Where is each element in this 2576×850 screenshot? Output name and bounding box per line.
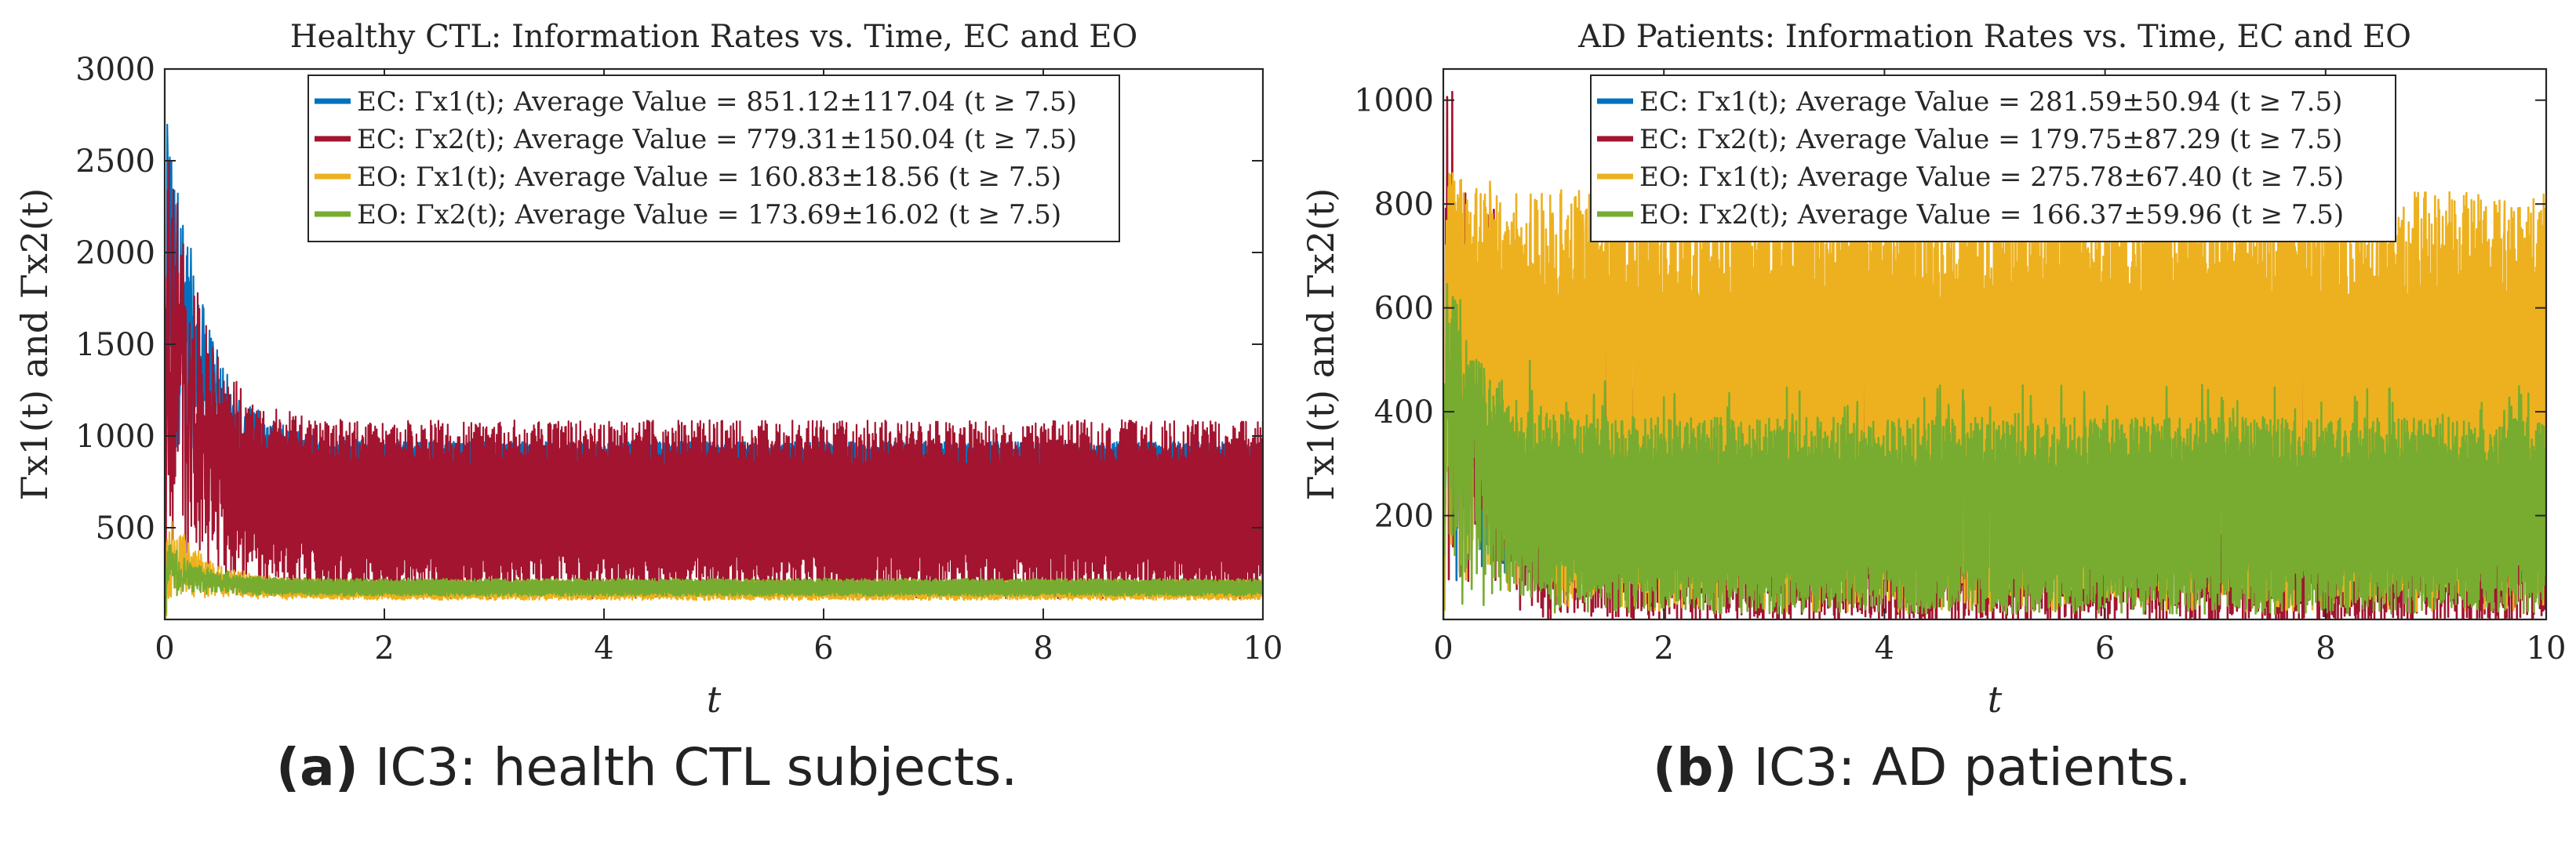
legend-entry-4: EO: Γx2(t); Average Value = 173.69±16.02…	[357, 199, 1061, 231]
legend-entry-3: EO: Γx1(t); Average Value = 275.78±67.40…	[1639, 162, 2344, 193]
caption-b-text: IC3: AD patients.	[1737, 737, 2192, 797]
plot-area	[1443, 90, 2546, 619]
legend-entry-4: EO: Γx2(t); Average Value = 166.37±59.96…	[1639, 199, 2344, 231]
chart-healthy-ctl: Healthy CTL: Information Rates vs. Time,…	[13, 19, 1283, 721]
y-tick-label: 600	[1374, 291, 1434, 327]
y-tick-label: 3000	[75, 52, 155, 88]
y-axis-label: Γx1(t) and Γx2(t)	[13, 188, 56, 501]
x-tick-label: 4	[594, 630, 613, 667]
axes-frame	[1442, 67, 2548, 621]
x-tick-label: 4	[1875, 630, 1894, 667]
caption-b: (b) IC3: AD patients.	[1653, 737, 2192, 797]
chart-ad-patients: AD Patients: Information Rates vs. Time,…	[1300, 19, 2567, 721]
x-tick-label: 0	[155, 630, 174, 667]
panel-a: Healthy CTL: Information Rates vs. Time,…	[13, 19, 1283, 797]
x-tick-label: 6	[2095, 630, 2115, 667]
x-axis-label: t	[707, 678, 722, 721]
y-tick-label: 200	[1374, 499, 1434, 535]
y-axis-label: Γx1(t) and Γx2(t)	[1300, 188, 1342, 501]
legend-entry-1: EC: Γx1(t); Average Value = 851.12±117.0…	[357, 86, 1077, 118]
legend-box	[307, 74, 1120, 242]
x-tick-label: 8	[2316, 630, 2335, 667]
y-tick-label: 2500	[75, 143, 155, 180]
legend-box	[1590, 74, 2396, 242]
series-line-4	[1443, 282, 2546, 619]
y-tick-label: 800	[1374, 187, 1434, 223]
panel-b: AD Patients: Information Rates vs. Time,…	[1288, 0, 2576, 850]
x-tick-label: 2	[374, 630, 394, 667]
series-line-4	[165, 544, 1263, 619]
y-tick-label: 400	[1374, 394, 1434, 430]
y-tick-label: 1500	[75, 327, 155, 363]
legend-entry-2: EC: Γx2(t); Average Value = 179.75±87.29…	[1639, 124, 2342, 155]
x-tick-label: 0	[1433, 630, 1453, 667]
x-tick-label: 10	[2527, 630, 2567, 667]
x-axis-label: t	[1988, 678, 2003, 721]
y-tick-label: 1000	[1354, 83, 1434, 119]
y-tick-label: 2000	[75, 235, 155, 271]
x-tick-label: 8	[1033, 630, 1053, 667]
legend-entry-2: EC: Γx2(t); Average Value = 779.31±150.0…	[357, 124, 1077, 155]
chart-title: Healthy CTL: Information Rates vs. Time,…	[290, 19, 1138, 55]
caption-b-letter: (b)	[1653, 737, 1737, 797]
x-tick-label: 10	[1243, 630, 1283, 667]
legend-entry-1: EC: Γx1(t); Average Value = 281.59±50.94…	[1639, 86, 2342, 118]
x-tick-label: 2	[1654, 630, 1673, 667]
y-tick-label: 1000	[75, 419, 155, 455]
x-tick-label: 6	[813, 630, 833, 667]
series-line-2	[165, 160, 1263, 619]
caption-a: (a) IC3: health CTL subjects.	[276, 737, 1017, 797]
caption-a-text: IC3: health CTL subjects.	[358, 737, 1018, 797]
y-tick-label: 500	[96, 510, 155, 547]
caption-a-letter: (a)	[276, 737, 358, 797]
legend-entry-3: EO: Γx1(t); Average Value = 160.83±18.56…	[357, 162, 1061, 193]
chart-title: AD Patients: Information Rates vs. Time,…	[1577, 19, 2411, 55]
plot-area	[165, 123, 1263, 619]
